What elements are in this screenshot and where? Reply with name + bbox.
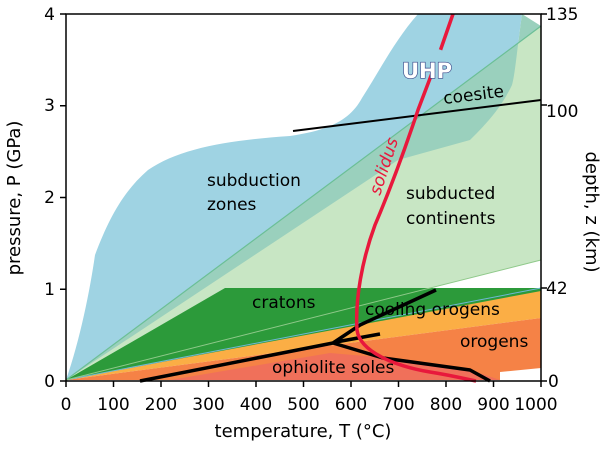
x-tick-label: 300 bbox=[192, 395, 224, 415]
x-tick-label: 400 bbox=[240, 395, 272, 415]
subduction-label-line2: zones bbox=[207, 195, 257, 215]
y-right-tick-label: 42 bbox=[546, 279, 568, 299]
x-tick-label: 600 bbox=[335, 395, 367, 415]
subducted-lower-boundary bbox=[65, 259, 542, 381]
y-left-tick-label: 1 bbox=[44, 280, 55, 300]
y-right-tick-label: 135 bbox=[546, 5, 578, 25]
solidus-curve bbox=[354, 13, 477, 383]
subducted-label-line1: subducted bbox=[406, 184, 495, 204]
y-left-tick-label: 3 bbox=[44, 96, 55, 116]
y-right-axis-title: depth, z (km) bbox=[581, 151, 602, 272]
x-tick-label: 100 bbox=[97, 395, 129, 415]
y-right-ticks bbox=[541, 13, 547, 382]
x-tick-label: 500 bbox=[287, 395, 319, 415]
y-left-ticks bbox=[60, 13, 66, 382]
subduction-lower-boundary bbox=[65, 25, 542, 381]
y-left-tick-label: 2 bbox=[44, 188, 55, 208]
x-tick-label: 0 bbox=[61, 395, 72, 415]
x-tick-label: 900 bbox=[477, 395, 509, 415]
subducted-label-line2: continents bbox=[406, 209, 496, 229]
subduction-zones-region bbox=[66, 14, 522, 380]
orogen-path-line bbox=[139, 288, 491, 383]
x-axis-title: temperature, T (°C) bbox=[215, 421, 392, 442]
orogens-label: orogens bbox=[460, 332, 528, 352]
cratons-label: cratons bbox=[252, 293, 316, 313]
y-right-tick-label: 100 bbox=[546, 102, 578, 122]
ophiolite-soles-region bbox=[170, 353, 500, 380]
cratons-upper-boundary bbox=[65, 287, 542, 381]
y-left-axis-title: pressure, P (GPa) bbox=[4, 121, 25, 276]
x-tick-label: 200 bbox=[145, 395, 177, 415]
x-axis-ticks bbox=[65, 381, 542, 387]
solidus-gap bbox=[430, 49, 444, 71]
cooling-orogens-label: cooling orogens bbox=[365, 300, 500, 320]
x-tick-label: 800 bbox=[430, 395, 462, 415]
y-right-tick-label: 0 bbox=[548, 372, 559, 392]
subduction-label-line1: subduction bbox=[207, 171, 301, 191]
ophiolite-soles-label: ophiolite soles bbox=[272, 358, 395, 378]
x-tick-label: 1000 bbox=[514, 395, 557, 415]
uhp-label: UHP bbox=[402, 59, 452, 83]
y-left-tick-label: 4 bbox=[44, 5, 55, 25]
x-tick-label: 700 bbox=[382, 395, 414, 415]
y-left-tick-label: 0 bbox=[44, 372, 55, 392]
